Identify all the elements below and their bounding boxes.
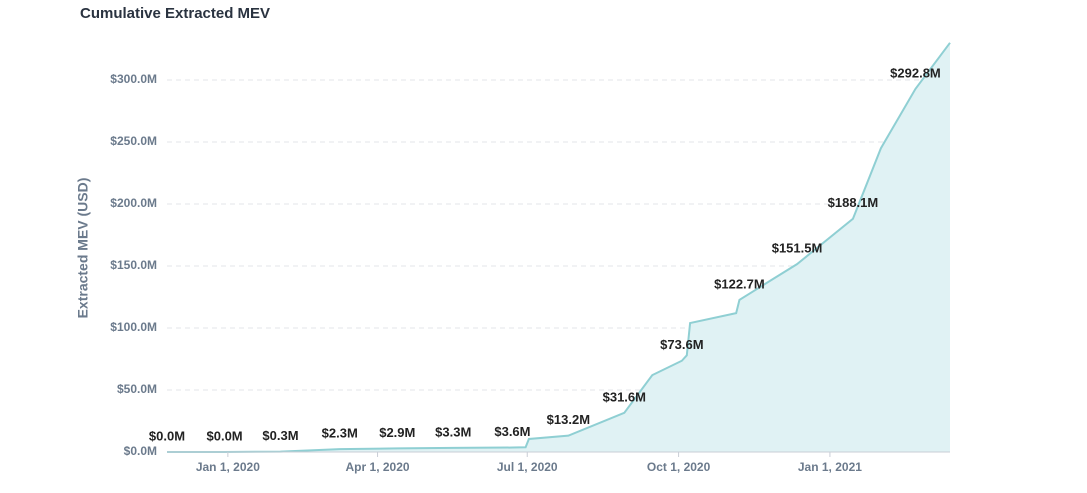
data-label: $3.6M <box>494 424 530 439</box>
y-axis-label: Extracted MEV (USD) <box>75 178 91 319</box>
data-label: $31.6M <box>603 389 646 404</box>
data-label: $73.6M <box>660 337 703 352</box>
x-tick-label: Jul 1, 2020 <box>497 460 558 474</box>
data-label: $0.0M <box>149 428 185 443</box>
y-tick-label: $100.0M <box>110 320 157 334</box>
y-tick-label: $0.0M <box>124 444 157 458</box>
x-tick-label: Oct 1, 2020 <box>647 460 711 474</box>
data-label: $3.3M <box>435 424 471 439</box>
area <box>167 42 950 453</box>
data-label: $2.3M <box>322 426 358 441</box>
data-label: $151.5M <box>772 241 823 256</box>
y-tick-label: $50.0M <box>117 382 157 396</box>
line <box>167 42 951 453</box>
x-tick-label: Apr 1, 2020 <box>346 460 410 474</box>
y-tick-label: $250.0M <box>110 134 157 148</box>
data-label: $0.3M <box>262 428 298 443</box>
data-label: $0.0M <box>207 428 243 443</box>
data-label: $2.9M <box>379 425 415 440</box>
x-tick-label: Jan 1, 2021 <box>798 460 862 474</box>
x-tick-label: Jan 1, 2020 <box>196 460 260 474</box>
y-tick-label: $300.0M <box>110 72 157 86</box>
data-label: $292.8M <box>890 65 941 80</box>
chart-title: Cumulative Extracted MEV <box>80 5 270 22</box>
data-label: $13.2M <box>547 412 590 427</box>
data-label: $188.1M <box>828 195 879 210</box>
y-tick-label: $150.0M <box>110 258 157 272</box>
data-label: $122.7M <box>714 276 765 291</box>
y-tick-label: $200.0M <box>110 196 157 210</box>
